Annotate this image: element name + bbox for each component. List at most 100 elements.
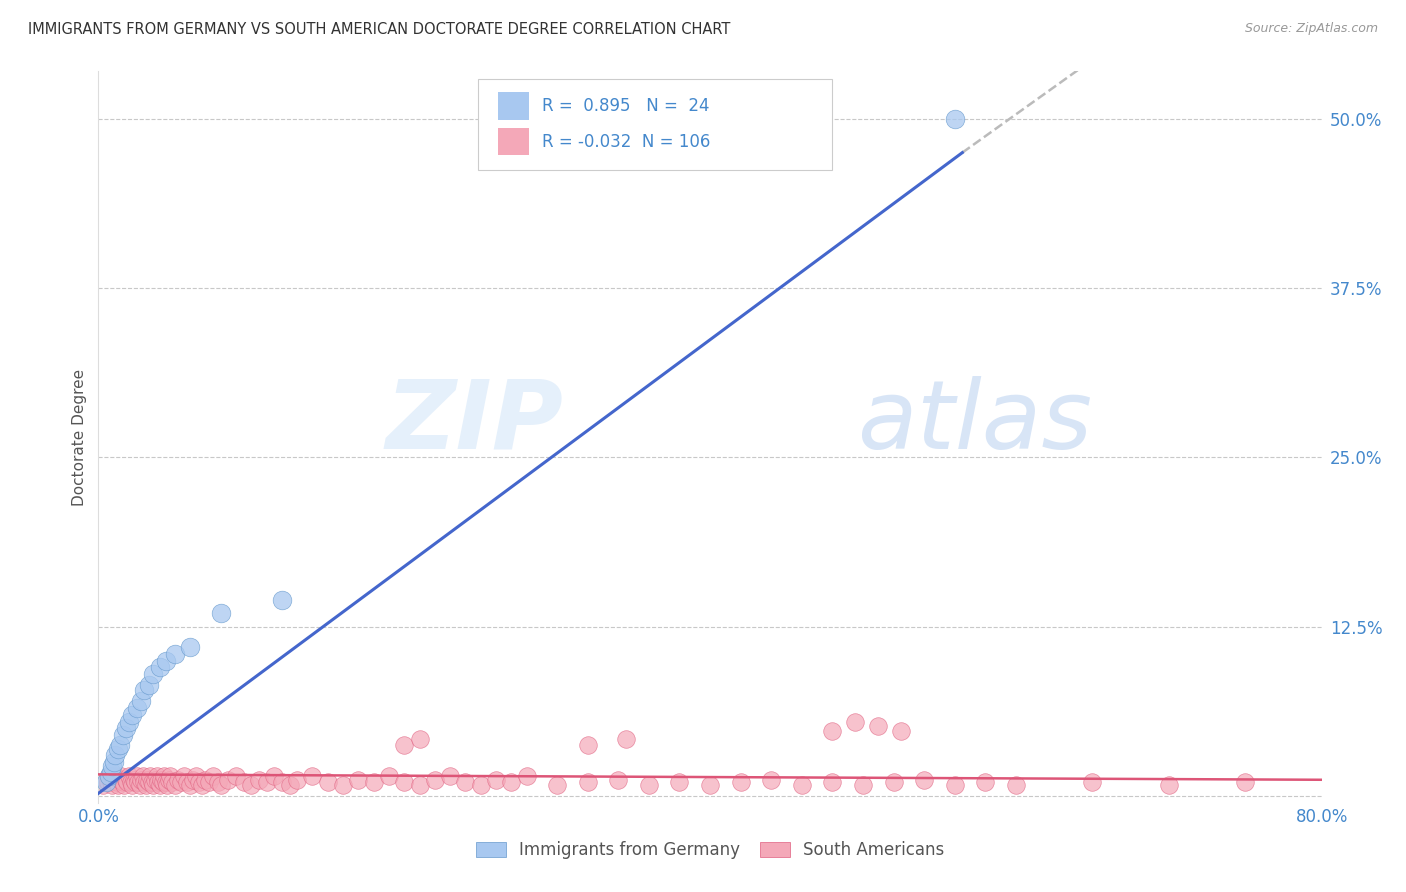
Point	[149, 660, 172, 674]
Point	[111, 728, 134, 742]
Point	[1081, 775, 1104, 789]
Point	[146, 775, 169, 789]
Point	[100, 764, 122, 779]
Point	[104, 748, 127, 763]
Point	[100, 775, 122, 789]
Point	[225, 769, 247, 783]
Point	[97, 775, 120, 789]
Point	[110, 769, 132, 783]
Point	[108, 738, 131, 752]
Point	[104, 769, 127, 783]
Point	[278, 778, 301, 792]
Text: IMMIGRANTS FROM GERMANY VS SOUTH AMERICAN DOCTORATE DEGREE CORRELATION CHART: IMMIGRANTS FROM GERMANY VS SOUTH AMERICA…	[28, 22, 731, 37]
Point	[145, 769, 167, 783]
Point	[179, 778, 201, 792]
Point	[790, 778, 813, 792]
Point	[143, 772, 166, 787]
Point	[117, 775, 139, 789]
Point	[392, 738, 416, 752]
Point	[134, 683, 156, 698]
Point	[115, 772, 138, 787]
Point	[120, 775, 142, 789]
Point	[121, 707, 143, 722]
Point	[1004, 778, 1026, 792]
Text: R =  0.895   N =  24: R = 0.895 N = 24	[543, 96, 710, 115]
Point	[943, 112, 966, 126]
Point	[152, 775, 174, 789]
Point	[135, 778, 157, 792]
Point	[730, 775, 752, 789]
Point	[94, 772, 117, 787]
Point	[270, 775, 292, 789]
Point	[111, 775, 134, 789]
Point	[163, 778, 186, 792]
Point	[197, 775, 219, 789]
Point	[155, 654, 177, 668]
Point	[890, 724, 912, 739]
Point	[118, 714, 141, 729]
Point	[821, 724, 844, 739]
Point	[121, 778, 143, 792]
Point	[1157, 778, 1180, 792]
Point	[107, 741, 129, 756]
FancyBboxPatch shape	[498, 128, 529, 155]
Text: atlas: atlas	[856, 376, 1092, 469]
Point	[107, 778, 129, 792]
Point	[157, 772, 180, 787]
Point	[101, 778, 124, 792]
Point	[167, 772, 190, 787]
Point	[232, 775, 254, 789]
Point	[138, 775, 160, 789]
Y-axis label: Doctorate Degree: Doctorate Degree	[72, 368, 87, 506]
Legend: Immigrants from Germany, South Americans: Immigrants from Germany, South Americans	[467, 833, 953, 868]
FancyBboxPatch shape	[478, 78, 832, 170]
Point	[94, 775, 117, 789]
Point	[132, 769, 155, 783]
Point	[516, 769, 538, 783]
Point	[247, 772, 270, 787]
Point	[125, 769, 148, 783]
Point	[1234, 775, 1257, 789]
Point	[160, 775, 183, 789]
Point	[122, 772, 145, 787]
Point	[127, 775, 149, 789]
Point	[136, 772, 159, 787]
Point	[159, 769, 181, 783]
Point	[454, 775, 477, 789]
Point	[408, 778, 430, 792]
Point	[974, 775, 997, 789]
Point	[576, 738, 599, 752]
Point	[217, 772, 239, 787]
Point	[883, 775, 905, 789]
Point	[868, 718, 890, 732]
Point	[134, 775, 156, 789]
Point	[103, 755, 125, 769]
Point	[194, 772, 217, 787]
Point	[256, 775, 278, 789]
Point	[181, 772, 204, 787]
Point	[112, 778, 135, 792]
Point	[607, 772, 630, 787]
Point	[105, 775, 128, 789]
Point	[142, 667, 165, 681]
Point	[142, 778, 165, 792]
Point	[240, 778, 263, 792]
Point	[150, 772, 173, 787]
Point	[91, 778, 114, 792]
Point	[501, 775, 523, 789]
Point	[209, 778, 232, 792]
Point	[668, 775, 690, 789]
Point	[912, 772, 935, 787]
Point	[188, 775, 211, 789]
Point	[129, 772, 152, 787]
Point	[155, 775, 177, 789]
Point	[98, 769, 121, 783]
Point	[637, 778, 661, 792]
Point	[129, 694, 152, 708]
Point	[209, 606, 232, 620]
Point	[485, 772, 508, 787]
Point	[207, 775, 229, 789]
Point	[176, 775, 198, 789]
FancyBboxPatch shape	[498, 92, 529, 120]
Point	[153, 769, 176, 783]
